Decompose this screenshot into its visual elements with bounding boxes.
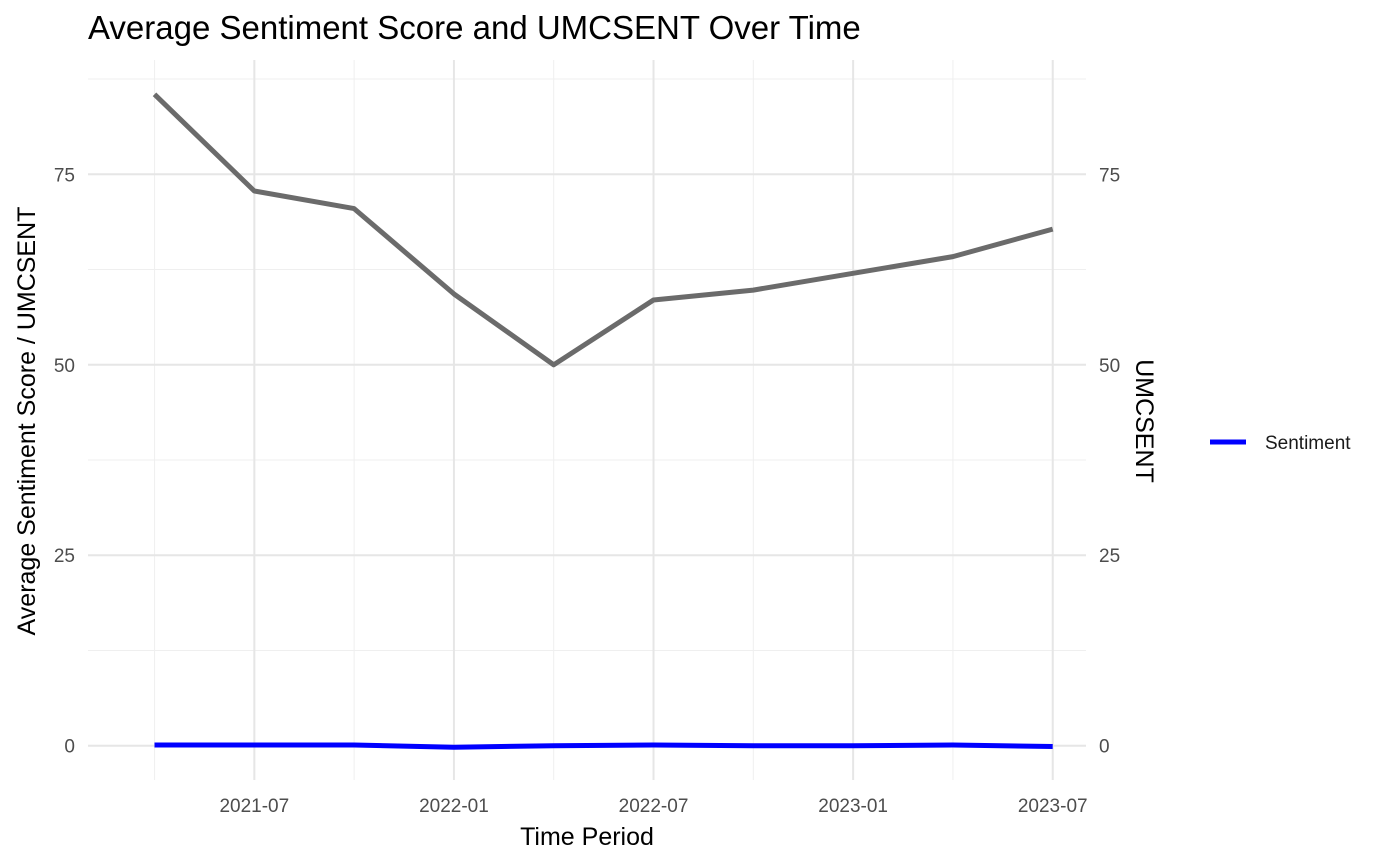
x-tick-label: 2022-01 [419, 796, 489, 817]
series-line-sentiment [154, 742, 1053, 750]
y2-axis-title: UMCSENT [1130, 359, 1158, 483]
legend: Sentiment [1210, 433, 1351, 454]
tick-layer: 0 0 25 25 50 50 75 75 2021-07 2022-01 2022-07 2023-… [54, 165, 1120, 817]
x-axis-title: Time Period [520, 823, 654, 851]
y2-tick-label: 50 [1099, 356, 1120, 377]
legend-label-sentiment: Sentiment [1265, 433, 1351, 454]
y-tick-label: 25 [54, 546, 75, 567]
y2-tick-label: 0 [1099, 737, 1110, 758]
x-tick-label: 2021-07 [219, 796, 289, 817]
y-tick-label: 0 [64, 737, 75, 758]
series-line-umcsent [152, 92, 1054, 368]
y-axis-title: Average Sentiment Score / UMCSENT [13, 207, 41, 636]
series-layer [152, 92, 1054, 750]
x-tick-label: 2022-07 [619, 796, 689, 817]
x-tick-label: 2023-01 [818, 796, 888, 817]
grid-layer [88, 60, 1086, 780]
chart-title: Average Sentiment Score and UMCSENT Over… [88, 9, 861, 46]
x-tick-label: 2023-07 [1018, 796, 1088, 817]
y2-tick-label: 75 [1099, 165, 1120, 186]
y2-tick-label: 25 [1099, 546, 1120, 567]
y-tick-label: 50 [54, 356, 75, 377]
y-tick-label: 75 [54, 165, 75, 186]
